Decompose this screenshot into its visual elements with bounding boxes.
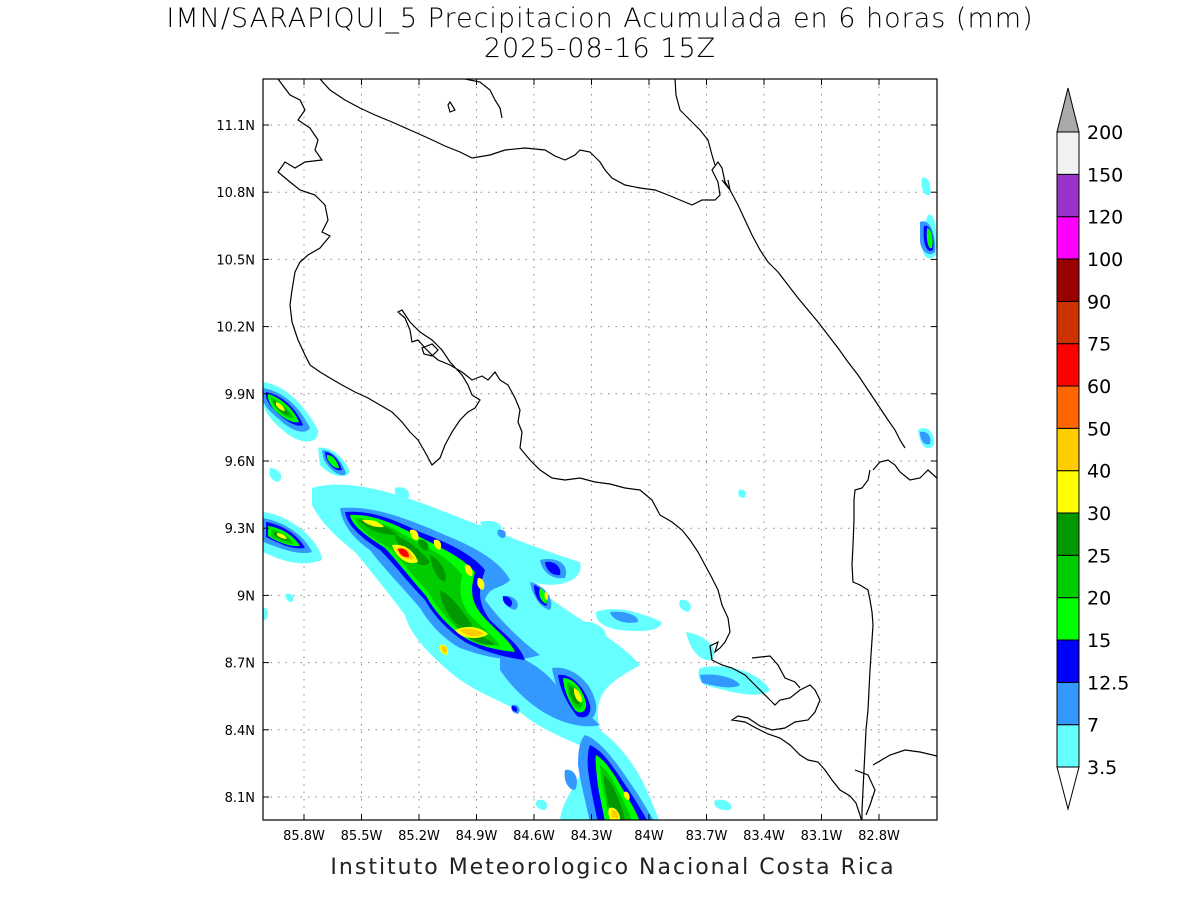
colorbar-segment [1056,639,1080,683]
colorbar-segment [1056,427,1080,472]
lon-tick-label: 84.9W [456,829,498,844]
colorbar-level-label: 12.5 [1087,672,1129,694]
colorbar-level-label: 50 [1087,418,1111,440]
colorbar: 3.5 7 12.5 15 20 25 30 40 50 60 75 90 100 120 150 200 [1056,87,1129,811]
colorbar-level-label: 15 [1087,630,1111,652]
lon-tick-label: 82.8W [858,829,900,844]
colorbar-level-label: 90 [1087,291,1111,313]
coastlines [277,79,937,820]
map-frame [262,78,938,821]
colorbar-segment [1056,512,1080,556]
lon-tick-label: 83.7W [686,829,728,844]
footer-credit: Instituto Meteorologico Nacional Costa R… [330,855,896,880]
map-grid [263,79,937,820]
colorbar-level-label: 75 [1087,334,1111,356]
colorbar-level-label: 25 [1087,545,1111,567]
colorbar-segment [1056,681,1080,726]
latitude-ticks: 8.1N 8.4N 8.7N 9N 9.3N 9.6N 9.9N 10.2N 10.5N 10.8… [216,119,937,806]
colorbar-level-label: 120 [1087,207,1123,229]
colorbar-over-triangle [1056,87,1080,133]
colorbar-segment [1056,470,1080,514]
colorbar-segment [1056,300,1080,345]
colorbar-level-label: 30 [1087,503,1111,525]
colorbar-level-label: 20 [1087,588,1111,610]
lat-tick-label: 8.7N [225,657,255,672]
colorbar-level-label: 40 [1087,461,1111,483]
longitude-ticks: 85.8W 85.5W 85.2W 84.9W 84.6W 84.3W 84W 83.7W 83… [283,79,900,844]
colorbar-level-label: 60 [1087,376,1111,398]
map-subtitle-datetime: 2025-08-16 15Z [483,33,717,64]
lat-tick-label: 9.3N [225,522,255,537]
lat-tick-label: 10.2N [216,321,255,336]
colorbar-segment [1056,343,1080,387]
colorbar-segment [1056,216,1080,260]
colorbar-segment [1056,258,1080,302]
precipitation-field [263,177,937,820]
lat-tick-label: 10.8N [216,186,255,201]
colorbar-level-label: 150 [1087,164,1123,186]
lon-tick-label: 83.1W [801,829,843,844]
lon-tick-label: 85.8W [283,829,325,844]
colorbar-level-label: 3.5 [1087,757,1117,779]
lon-tick-label: 85.2W [398,829,440,844]
lat-tick-label: 10.5N [216,253,255,268]
map-title: IMN/SARAPIQUI_5 Precipitacion Acumulada … [166,3,1034,34]
lon-tick-label: 85.5W [341,829,383,844]
colorbar-segment [1056,597,1080,641]
lat-tick-label: 9N [237,589,255,604]
lat-tick-label: 9.9N [225,388,255,403]
colorbar-segment [1056,131,1080,175]
lat-tick-label: 9.6N [225,455,255,470]
lat-tick-label: 11.1N [216,119,255,134]
lon-tick-label: 84.6W [513,829,555,844]
colorbar-segment [1056,385,1080,429]
colorbar-under-triangle [1056,766,1080,811]
lat-tick-label: 8.4N [225,724,255,739]
colorbar-segment [1056,173,1080,218]
colorbar-segment [1056,554,1080,599]
lon-tick-label: 84W [634,829,664,844]
colorbar-level-label: 200 [1087,122,1123,144]
colorbar-segment [1056,724,1080,768]
lon-tick-label: 83.4W [743,829,785,844]
colorbar-level-label: 7 [1087,715,1099,737]
colorbar-level-label: 100 [1087,249,1123,271]
lon-tick-label: 84.3W [571,829,613,844]
lat-tick-label: 8.1N [225,791,255,806]
